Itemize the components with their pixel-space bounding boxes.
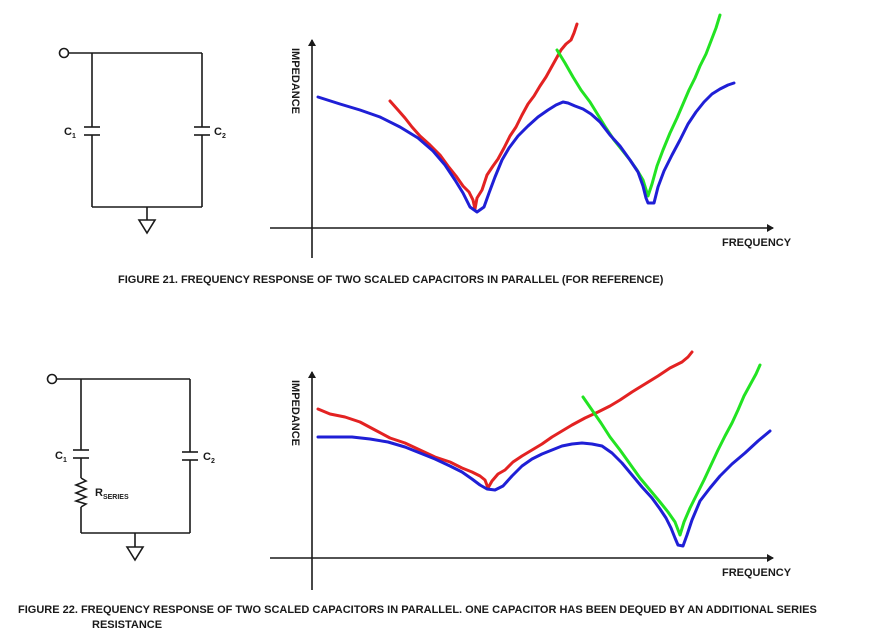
fig22-schematic (46, 373, 198, 562)
fig22-caption-line1: FIGURE 22. FREQUENCY RESPONSE OF TWO SCA… (18, 604, 817, 616)
fig21-caption: FIGURE 21. FREQUENCY RESPONSE OF TWO SCA… (118, 274, 664, 286)
fig22-axes (270, 371, 774, 590)
fig21-x-axis-label: FREQUENCY (722, 237, 792, 249)
fig21-c1-curve (388, 22, 579, 211)
fig21-input-terminal (58, 47, 70, 59)
fig22-input-terminal (46, 373, 58, 385)
fig21-y-axis-label: IMPEDANCE (289, 48, 301, 114)
fig21-c1-label: C1 (64, 126, 76, 140)
fig21-axes (270, 39, 774, 258)
fig21-c2-label: C2 (214, 126, 226, 140)
fig22-rseries-label: RSERIES (95, 487, 129, 501)
fig22-x-axis-label: FREQUENCY (722, 567, 792, 579)
fig22-c2-curve (581, 363, 762, 537)
fig22-wire (56, 378, 191, 547)
fig21-combined-curve (316, 81, 736, 214)
fig21-c2-curve (555, 13, 722, 198)
fig22-c2-label: C2 (203, 451, 215, 465)
fig22-caption-line2: RESISTANCE (92, 618, 163, 631)
fig21-schematic (58, 47, 210, 235)
fig22-resistor-zigzag (73, 477, 89, 508)
fig22-combined-curve (316, 429, 772, 548)
fig22-c1-curve (316, 350, 694, 490)
fig21-ground-symbol (137, 219, 157, 235)
fig22-ground-symbol (125, 546, 145, 562)
fig21-wire (68, 52, 203, 220)
fig22-c1-label: C1 (55, 450, 67, 464)
fig22-caption: FIGURE 22. FREQUENCY RESPONSE OF TWO SCA… (18, 603, 878, 633)
fig22-y-axis-label: IMPEDANCE (289, 380, 301, 446)
